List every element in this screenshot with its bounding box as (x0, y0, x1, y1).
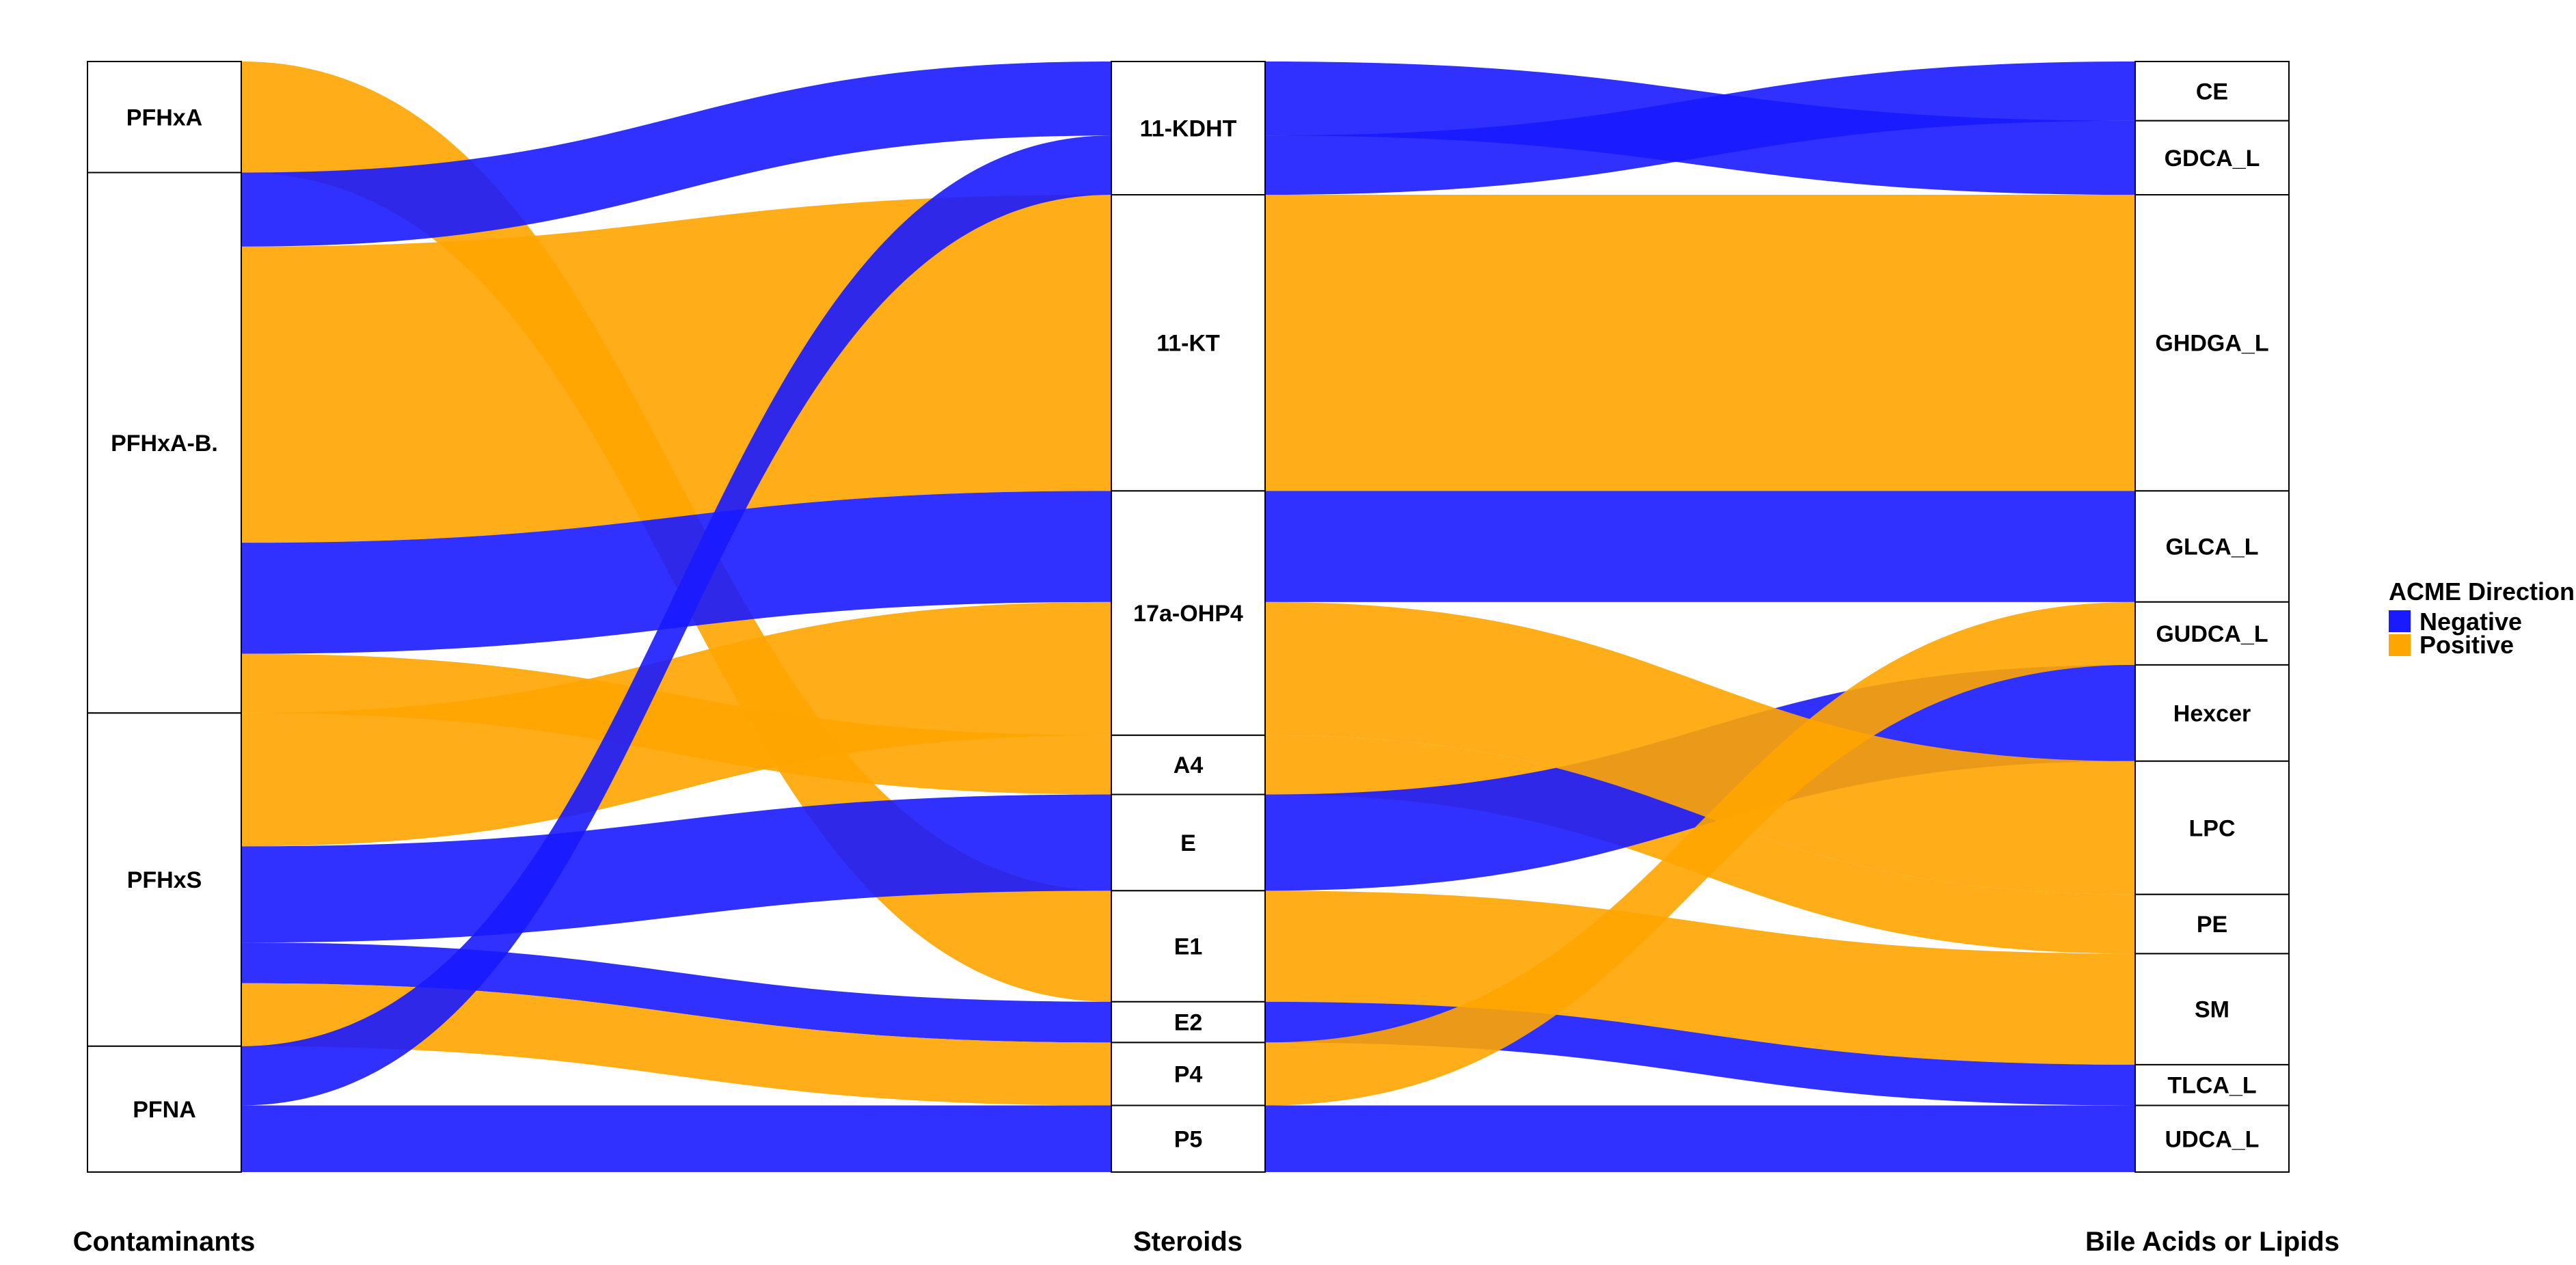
node-label: P4 (1174, 1061, 1203, 1087)
node-label: CE (2196, 79, 2228, 105)
node-label: A4 (1174, 752, 1204, 778)
node-label: PE (2197, 912, 2227, 938)
node-hexcer: Hexcer (2134, 664, 2290, 762)
node-pfhxa: PFHxA (87, 61, 242, 174)
node-pfhxa-b-: PFHxA-B. (87, 172, 242, 714)
node-17a-ohp4: 17a-OHP4 (1111, 490, 1266, 736)
node-label: E (1180, 830, 1196, 856)
node-label: 17a-OHP4 (1133, 601, 1243, 627)
legend-label-negative: Negative (2419, 608, 2522, 636)
node-box (1111, 793, 1266, 892)
node-box (2134, 601, 2290, 666)
node-label: 11-KT (1156, 331, 1220, 357)
node-11-kdht: 11-KDHT (1111, 61, 1266, 195)
node-label: TLCA_L (2167, 1073, 2256, 1099)
node-a4: A4 (1111, 734, 1266, 795)
node-box (2134, 664, 2290, 762)
node-box (1111, 1001, 1266, 1044)
node-glca-l: GLCA_L (2134, 490, 2290, 603)
node-label: LPC (2189, 815, 2236, 841)
node-box (1111, 490, 1266, 736)
node-11-kt: 11-KT (1111, 194, 1266, 492)
node-label: Hexcer (2173, 700, 2251, 726)
node-box (1111, 734, 1266, 795)
node-label: GHDGA_L (2155, 331, 2268, 357)
node-box (2134, 1104, 2290, 1173)
node-e1: E1 (1111, 890, 1266, 1003)
node-label: PFNA (133, 1097, 196, 1123)
flow-pfhxs-p4-gudca-l (87, 601, 2289, 1106)
node-label: PFHxA-B. (111, 431, 218, 457)
axis-label-steroids: Steroids (1133, 1227, 1243, 1257)
node-box (2134, 893, 2290, 955)
node-label: PFHxA (126, 105, 202, 131)
node-pfhxs: PFHxS (87, 712, 242, 1047)
node-e2: E2 (1111, 1001, 1266, 1044)
node-label: GUDCA_L (2156, 621, 2268, 647)
node-box (2134, 1063, 2290, 1106)
node-label: PFHxS (127, 867, 202, 893)
legend-swatch-negative (2389, 610, 2411, 632)
node-box (87, 712, 242, 1047)
flow-pfhxa-e1-sm (87, 62, 2289, 1065)
node-label: E2 (1174, 1010, 1203, 1036)
node-box (87, 172, 242, 714)
node-tlca-l: TLCA_L (2134, 1063, 2290, 1106)
node-box (2134, 61, 2290, 122)
node-box (1111, 1042, 1266, 1106)
node-pfna: PFNA (87, 1045, 242, 1173)
node-label: P5 (1174, 1126, 1203, 1152)
legend-swatch-positive (2389, 634, 2411, 656)
node-pe: PE (2134, 893, 2290, 955)
node-box (2134, 194, 2290, 492)
node-label: GLCA_L (2166, 534, 2259, 560)
node-gudca-l: GUDCA_L (2134, 601, 2290, 666)
node-e: E (1111, 793, 1266, 892)
legend-title: ACME Direction (2389, 577, 2575, 606)
node-p5: P5 (1111, 1104, 1266, 1173)
node-box (2134, 760, 2290, 895)
node-sm: SM (2134, 953, 2290, 1065)
node-gdca-l: GDCA_L (2134, 120, 2290, 196)
node-label: SM (2195, 997, 2229, 1023)
node-box (2134, 953, 2290, 1065)
node-lpc: LPC (2134, 760, 2290, 895)
node-box (87, 1045, 242, 1173)
node-label: GDCA_L (2165, 146, 2260, 172)
node-label: E1 (1174, 934, 1203, 960)
node-ghdga-l: GHDGA_L (2134, 194, 2290, 492)
node-box (1111, 890, 1266, 1003)
axis-label-contaminants: Contaminants (73, 1227, 256, 1257)
node-label: UDCA_L (2165, 1126, 2260, 1152)
legend: ACME Direction Negative Positive (2389, 577, 2575, 659)
node-label: 11-KDHT (1140, 116, 1237, 142)
node-udca-l: UDCA_L (2134, 1104, 2290, 1173)
node-box (1111, 61, 1266, 195)
node-ce: CE (2134, 61, 2290, 122)
nodes-layer: PFHxA PFHxA-B. PFHxS PFNA 11-KDHT 11-KT 17a-OH… (87, 61, 2290, 1173)
node-box (2134, 490, 2290, 603)
node-p4: P4 (1111, 1042, 1266, 1106)
legend-label-positive: Positive (2419, 631, 2514, 659)
node-box (1111, 1104, 1266, 1173)
axis-label-bile-acids-or-lipids: Bile Acids or Lipids (2085, 1227, 2340, 1257)
